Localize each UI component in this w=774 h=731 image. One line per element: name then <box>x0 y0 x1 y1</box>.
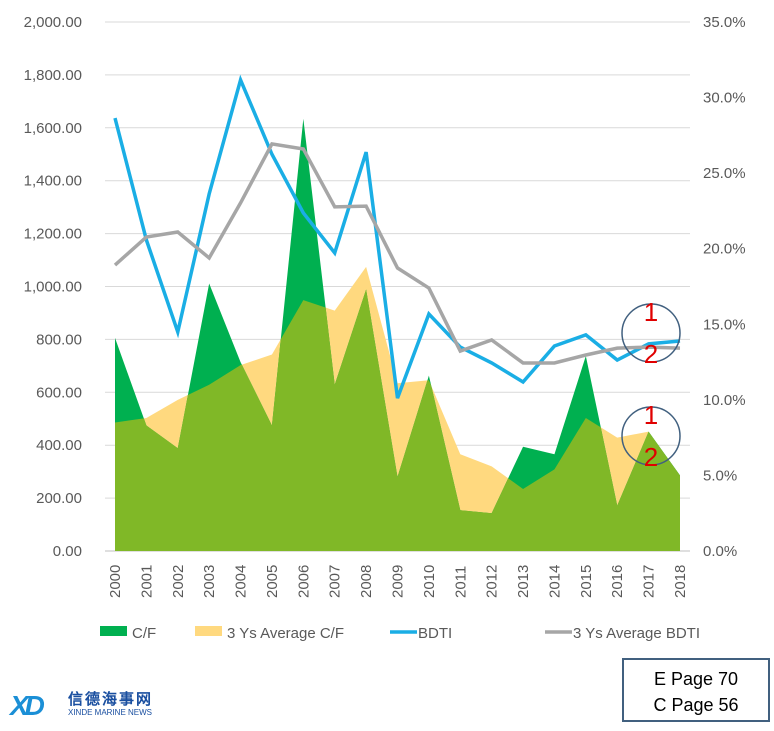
right-axis-tick: 35.0% <box>703 14 746 31</box>
x-axis-tick: 2011 <box>452 566 469 598</box>
right-axis-tick: 20.0% <box>703 241 746 258</box>
x-axis-tick: 2015 <box>578 565 595 598</box>
left-axis-tick: 200.00 <box>36 490 82 507</box>
page-ref-english: E Page 70 <box>653 669 739 689</box>
left-axis-tick: 1,400.00 <box>24 173 82 190</box>
left-axis-tick: 0.00 <box>53 543 82 560</box>
x-axis-tick: 2012 <box>484 565 501 598</box>
page-reference-box: E Page 70 C Page 56 <box>622 658 770 722</box>
line-3-ys-average-bdti <box>113 142 681 365</box>
legend-label: 3 Ys Average C/F <box>227 625 344 642</box>
x-axis-tick: 2014 <box>546 565 563 598</box>
left-axis-tick: 1,200.00 <box>24 226 82 243</box>
x-axis-tick: 2007 <box>327 565 344 598</box>
x-axis-tick: 2005 <box>264 565 281 598</box>
annotation-number: 2 <box>644 442 658 472</box>
x-axis-tick: 2004 <box>233 565 250 598</box>
right-axis-tick: 5.0% <box>703 467 737 484</box>
x-axis-tick: 2008 <box>358 565 375 598</box>
x-axis-tick: 2013 <box>515 565 532 598</box>
xinde-logo: XD 信德海事网 XINDE MARINE NEWS <box>10 688 170 722</box>
right-axis-tick: 0.0% <box>703 543 737 560</box>
x-axis-tick: 2001 <box>138 565 155 598</box>
x-axis-tick: 2009 <box>390 565 407 598</box>
right-axis-tick: 30.0% <box>703 90 746 107</box>
left-axis-tick: 600.00 <box>36 384 82 401</box>
annotation-number: 1 <box>644 297 658 327</box>
annotation-circle <box>621 303 681 363</box>
legend-label: BDTI <box>418 625 452 642</box>
right-axis-tick: 15.0% <box>703 316 746 333</box>
x-axis-tick: 2017 <box>641 565 658 598</box>
left-axis-tick: 800.00 <box>36 331 82 348</box>
x-axis-tick: 2003 <box>201 565 218 598</box>
annotation-number: 1 <box>644 400 658 430</box>
left-axis-tick: 2,000.00 <box>24 14 82 31</box>
right-axis-tick: 25.0% <box>703 165 746 182</box>
legend-label: 3 Ys Average BDTI <box>573 625 700 642</box>
x-axis-tick: 2006 <box>295 565 312 598</box>
logo-english-text: XINDE MARINE NEWS <box>68 708 153 717</box>
page-ref-chinese: C Page 56 <box>653 695 739 715</box>
left-axis-tick: 1,600.00 <box>24 120 82 137</box>
legend-swatch <box>100 626 127 636</box>
x-axis-tick: 2000 <box>107 565 124 598</box>
legend-swatch <box>195 626 222 636</box>
x-axis-tick: 2018 <box>672 565 689 598</box>
x-axis-tick: 2016 <box>609 565 626 598</box>
legend-label: C/F <box>132 625 156 642</box>
annotation-circle <box>621 406 681 466</box>
logo-mark: XD <box>10 690 45 721</box>
left-axis-tick: 1,000.00 <box>24 279 82 296</box>
x-axis-tick: 2002 <box>170 565 187 598</box>
x-axis-tick: 2010 <box>421 565 438 598</box>
right-axis-tick: 10.0% <box>703 392 746 409</box>
annotation-number: 2 <box>644 339 658 369</box>
left-axis-tick: 1,800.00 <box>24 67 82 84</box>
logo-chinese-text: 信德海事网 <box>68 691 154 708</box>
area-overlap <box>115 266 680 551</box>
left-axis-tick: 400.00 <box>36 437 82 454</box>
